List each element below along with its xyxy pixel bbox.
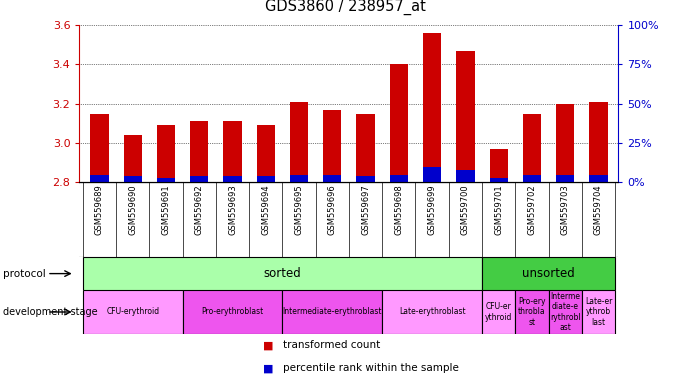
Text: GSM559695: GSM559695 (294, 185, 303, 235)
Bar (190, 121, 209, 182)
Text: Late-er
ythrob
last: Late-er ythrob last (585, 297, 612, 327)
Bar (290, 174, 308, 182)
Bar (290, 102, 308, 182)
Text: Intermediate-erythroblast: Intermediate-erythroblast (283, 308, 382, 316)
Bar (190, 176, 209, 182)
Text: GSM559703: GSM559703 (560, 185, 569, 235)
Text: GSM559691: GSM559691 (162, 185, 171, 235)
Text: GSM559690: GSM559690 (129, 185, 138, 235)
Bar (157, 178, 175, 182)
Bar (523, 174, 541, 182)
Text: protocol: protocol (3, 268, 46, 279)
Bar (589, 174, 607, 182)
Bar (556, 104, 574, 182)
Bar (83, 290, 182, 334)
Text: GSM559700: GSM559700 (461, 185, 470, 235)
Bar (124, 135, 142, 182)
Bar (515, 290, 549, 334)
Text: CFU-er
ythroid: CFU-er ythroid (485, 302, 512, 322)
Bar (157, 125, 175, 182)
Text: Interme
diate-e
rythrobl
ast: Interme diate-e rythrobl ast (550, 292, 580, 332)
Bar (390, 174, 408, 182)
Bar (91, 114, 108, 182)
Bar (223, 176, 242, 182)
Text: Late-erythroblast: Late-erythroblast (399, 308, 466, 316)
Bar (323, 174, 341, 182)
Text: GSM559693: GSM559693 (228, 185, 237, 235)
Bar (589, 102, 607, 182)
Text: GSM559699: GSM559699 (428, 185, 437, 235)
Text: CFU-erythroid: CFU-erythroid (106, 308, 159, 316)
Text: transformed count: transformed count (283, 340, 381, 350)
Bar (223, 121, 242, 182)
Bar (124, 176, 142, 182)
Bar (482, 290, 515, 334)
Text: GDS3860 / 238957_at: GDS3860 / 238957_at (265, 0, 426, 15)
Text: sorted: sorted (263, 267, 301, 280)
Text: GSM559692: GSM559692 (195, 185, 204, 235)
Bar (556, 174, 574, 182)
Bar (482, 257, 615, 290)
Bar (423, 167, 442, 182)
Text: GSM559698: GSM559698 (395, 185, 404, 235)
Text: percentile rank within the sample: percentile rank within the sample (283, 363, 460, 373)
Text: unsorted: unsorted (522, 267, 575, 280)
Bar (423, 33, 442, 182)
Bar (523, 114, 541, 182)
Bar (390, 64, 408, 182)
Bar (456, 170, 475, 182)
Bar (489, 149, 508, 182)
Bar (83, 257, 482, 290)
Bar (549, 290, 582, 334)
Bar (256, 125, 275, 182)
Bar (382, 290, 482, 334)
Text: GSM559696: GSM559696 (328, 185, 337, 235)
Bar (357, 176, 375, 182)
Text: GSM559702: GSM559702 (527, 185, 536, 235)
Bar (323, 109, 341, 182)
Bar (91, 174, 108, 182)
Bar (456, 51, 475, 182)
Bar (256, 176, 275, 182)
Bar (489, 178, 508, 182)
Text: GSM559694: GSM559694 (261, 185, 270, 235)
Bar (182, 290, 283, 334)
Bar (357, 114, 375, 182)
Text: Pro-erythroblast: Pro-erythroblast (201, 308, 264, 316)
Text: ■: ■ (263, 363, 273, 373)
Text: development stage: development stage (3, 307, 98, 317)
Text: GSM559697: GSM559697 (361, 185, 370, 235)
Text: Pro-ery
throbla
st: Pro-ery throbla st (518, 297, 546, 327)
Text: GSM559704: GSM559704 (594, 185, 603, 235)
Text: GSM559689: GSM559689 (95, 185, 104, 235)
Bar (582, 290, 615, 334)
Bar (283, 290, 382, 334)
Text: ■: ■ (263, 340, 273, 350)
Text: GSM559701: GSM559701 (494, 185, 503, 235)
